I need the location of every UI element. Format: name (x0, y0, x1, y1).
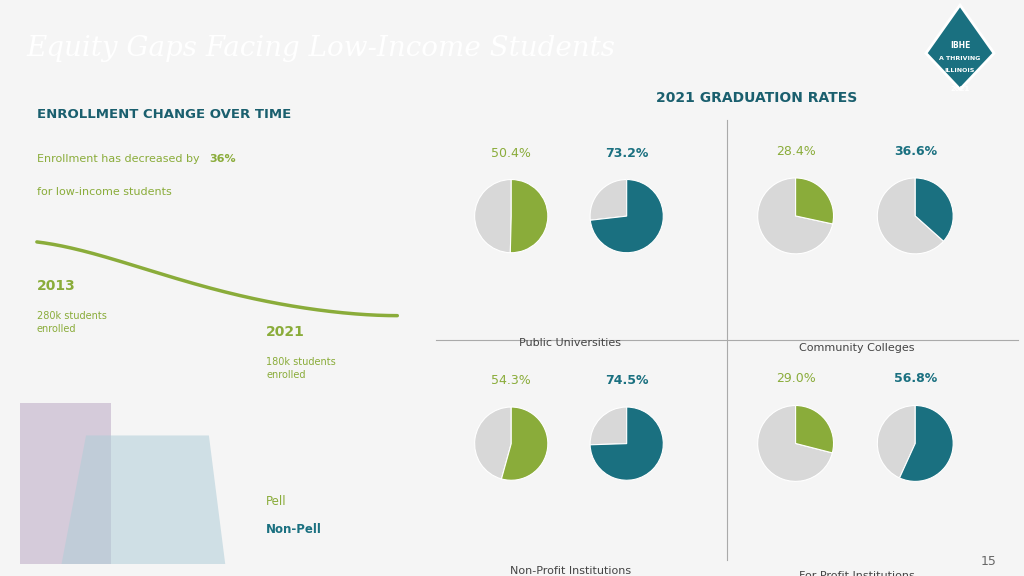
Text: Pell: Pell (266, 495, 287, 509)
Polygon shape (926, 5, 994, 89)
Text: 36%: 36% (209, 154, 236, 164)
Text: IBHE: IBHE (950, 41, 970, 50)
Text: Non-Profit Institutions: Non-Profit Institutions (510, 566, 631, 576)
Text: 56.8%: 56.8% (894, 372, 937, 385)
Polygon shape (20, 403, 111, 564)
Text: 28.4%: 28.4% (776, 145, 815, 158)
Text: 15: 15 (980, 555, 996, 568)
Text: 50.4%: 50.4% (492, 147, 531, 160)
Text: 2021 GRADUATION RATES: 2021 GRADUATION RATES (656, 91, 857, 105)
Wedge shape (758, 178, 833, 254)
Wedge shape (502, 407, 548, 480)
Text: ENROLLMENT CHANGE OVER TIME: ENROLLMENT CHANGE OVER TIME (37, 108, 291, 122)
Text: 280k students
enrolled: 280k students enrolled (37, 311, 106, 334)
Wedge shape (899, 406, 953, 482)
Text: 54.3%: 54.3% (492, 374, 531, 387)
Wedge shape (590, 180, 627, 220)
Wedge shape (510, 180, 548, 253)
Text: A THRIVING: A THRIVING (939, 56, 981, 61)
Text: 29.0%: 29.0% (776, 372, 815, 385)
Text: 2021: 2021 (266, 325, 305, 339)
Text: 2021: 2021 (950, 86, 970, 92)
Wedge shape (878, 406, 915, 478)
Wedge shape (590, 407, 664, 480)
Text: Public Universities: Public Universities (519, 339, 622, 348)
Text: 36.6%: 36.6% (894, 145, 937, 158)
Wedge shape (796, 178, 834, 224)
Polygon shape (61, 435, 225, 564)
Wedge shape (590, 407, 627, 445)
Text: Equity Gaps Facing Low-Income Students: Equity Gaps Facing Low-Income Students (27, 35, 615, 62)
Text: 74.5%: 74.5% (605, 374, 648, 387)
Text: Community Colleges: Community Colleges (799, 343, 914, 353)
Text: 2013: 2013 (37, 279, 76, 293)
Text: for low-income students: for low-income students (37, 187, 172, 196)
Wedge shape (475, 407, 511, 479)
Text: For Profit Institutions: For Profit Institutions (799, 571, 914, 576)
Wedge shape (796, 406, 834, 453)
Text: 180k students
enrolled: 180k students enrolled (266, 357, 336, 380)
Text: Non-Pell: Non-Pell (266, 523, 323, 536)
Wedge shape (475, 180, 511, 253)
Text: Enrollment has decreased by: Enrollment has decreased by (37, 154, 203, 164)
Wedge shape (590, 180, 664, 253)
Wedge shape (758, 406, 833, 482)
Text: ILLINOIS: ILLINOIS (945, 69, 975, 74)
Text: 73.2%: 73.2% (605, 147, 648, 160)
Wedge shape (915, 178, 953, 241)
Wedge shape (878, 178, 943, 254)
